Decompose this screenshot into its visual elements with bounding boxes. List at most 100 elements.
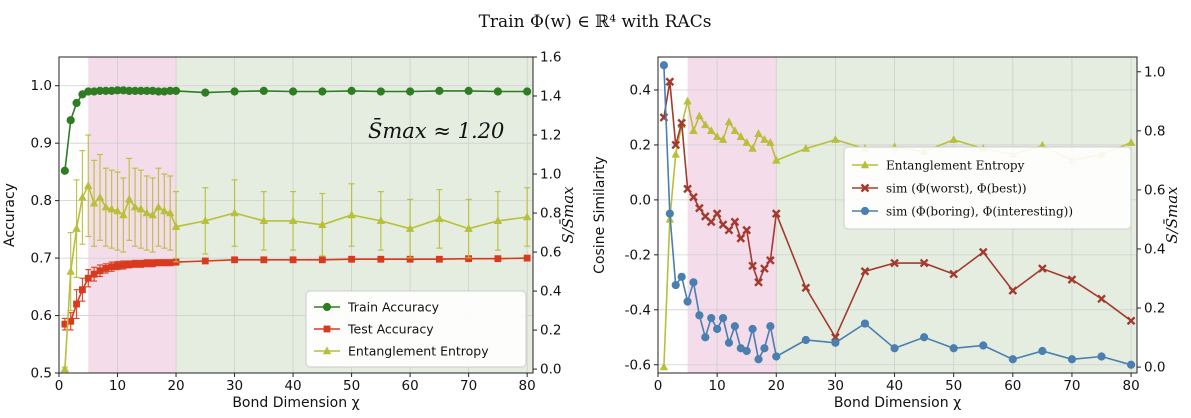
data-point <box>860 319 870 328</box>
x-axis-label: Bond Dimension χ <box>834 395 961 411</box>
y2-tick-label: 1.2 <box>540 128 561 144</box>
data-point <box>1067 355 1077 364</box>
y2-tick-label: 1.0 <box>1144 64 1165 80</box>
x-tick-label: 0 <box>55 378 64 394</box>
y2-tick-label: 0.8 <box>1144 123 1165 139</box>
x-tick-label: 80 <box>1122 378 1139 394</box>
shaded-region <box>88 57 177 373</box>
data-point <box>665 77 675 87</box>
legend-item-train-accuracy: Train Accuracy <box>314 300 440 315</box>
data-point <box>659 362 669 371</box>
x-tick-label: 50 <box>343 378 360 394</box>
data-point <box>66 116 75 125</box>
figure-title: Train Φ(w) ∈ ℝ⁴ with RACs <box>479 12 712 32</box>
data-point <box>125 261 133 268</box>
plot-frame <box>58 56 534 374</box>
data-point <box>689 192 698 202</box>
y2-tick-label: 0.4 <box>540 284 561 300</box>
data-point <box>689 278 698 287</box>
data-point <box>736 132 745 140</box>
data-point <box>130 202 140 211</box>
data-point <box>435 255 443 263</box>
data-point <box>131 260 139 268</box>
data-point <box>119 261 127 269</box>
data-point <box>149 259 157 267</box>
legend-marker <box>860 206 870 216</box>
data-point <box>108 263 116 271</box>
data-point <box>701 120 710 129</box>
data-point <box>348 255 355 263</box>
y-tick-label: 0.0 <box>630 192 651 208</box>
x-tick-label: 50 <box>945 378 962 394</box>
y-tick-label: 0.2 <box>630 137 651 153</box>
data-point <box>136 204 146 213</box>
data-point <box>671 149 680 158</box>
data-point <box>1126 360 1136 369</box>
data-point <box>724 225 734 235</box>
data-point <box>523 254 531 262</box>
data-point <box>95 192 105 201</box>
data-point <box>260 256 268 264</box>
data-point <box>78 192 87 201</box>
data-point <box>718 135 728 143</box>
data-point <box>201 216 210 225</box>
data-point <box>772 155 781 164</box>
legend-marker <box>860 183 870 193</box>
data-point <box>171 86 181 95</box>
data-point <box>1067 275 1077 284</box>
y2-tick-label: 0.0 <box>540 362 561 378</box>
data-point <box>890 258 899 268</box>
y2-tick-label: 1.6 <box>540 50 561 66</box>
data-point <box>406 87 415 96</box>
data-point <box>1097 352 1106 361</box>
data-point <box>494 255 502 263</box>
data-point <box>949 344 958 353</box>
y-tick-label: 1.0 <box>31 78 52 94</box>
legend-box <box>843 146 1132 230</box>
data-point <box>730 126 740 135</box>
data-point <box>493 216 503 225</box>
data-point <box>318 220 327 228</box>
legend-label: sim (Φ(worst), Φ(best)) <box>886 182 1027 196</box>
y-axis-label: Accuracy <box>2 183 18 247</box>
data-point <box>707 313 716 323</box>
y-tick-label: 0.9 <box>31 136 52 152</box>
data-point <box>766 322 775 331</box>
data-point <box>801 283 811 293</box>
data-point <box>119 210 128 219</box>
y-tick-label: -0.4 <box>625 302 651 318</box>
series-entanglement-entropy <box>60 134 532 373</box>
x-tick-label: 80 <box>519 378 536 394</box>
data-point <box>659 61 669 70</box>
y2-axis-label: S/S̄max <box>559 186 577 244</box>
data-point <box>760 264 769 273</box>
y2-tick-label: 0.0 <box>1144 360 1165 376</box>
data-point <box>72 224 81 232</box>
data-point <box>66 266 75 275</box>
data-point <box>165 208 175 217</box>
data-point <box>748 261 757 271</box>
data-point <box>201 257 209 265</box>
x-tick-label: 10 <box>709 378 726 394</box>
y-tick-label: 0.8 <box>31 193 52 209</box>
data-point <box>464 86 473 95</box>
data-point <box>730 217 740 227</box>
data-point <box>724 338 734 347</box>
legend-label: Test Accuracy <box>347 322 434 337</box>
data-point <box>748 143 757 152</box>
y2-tick-label: 0.2 <box>540 323 561 339</box>
series-sim-boring-interesting <box>659 61 1136 369</box>
series-train-accuracy <box>60 86 532 175</box>
data-point <box>1008 286 1018 295</box>
legend-box <box>305 290 527 368</box>
x-tick-label: 30 <box>827 378 844 394</box>
data-point <box>318 256 326 264</box>
data-point <box>801 335 810 345</box>
data-point <box>920 333 929 342</box>
data-point <box>701 333 710 342</box>
data-point <box>231 256 238 264</box>
legend-marker <box>323 325 331 333</box>
data-point <box>230 208 239 217</box>
data-point <box>289 256 297 264</box>
